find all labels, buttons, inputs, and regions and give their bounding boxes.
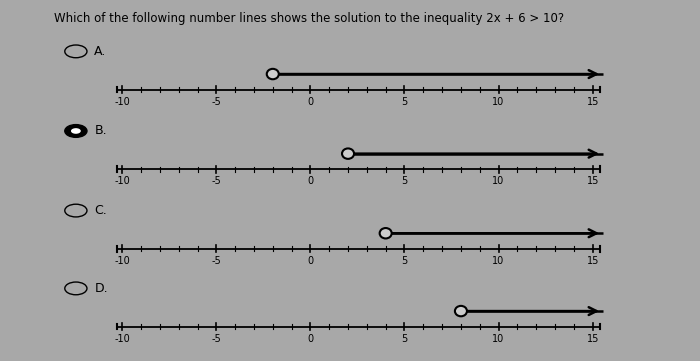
Text: -10: -10: [114, 334, 130, 344]
Text: 0: 0: [307, 334, 314, 344]
Text: D.: D.: [94, 282, 108, 295]
Text: 15: 15: [587, 97, 598, 107]
Text: 5: 5: [401, 256, 407, 266]
Text: 0: 0: [307, 256, 314, 266]
Text: -5: -5: [211, 97, 221, 107]
Circle shape: [65, 125, 87, 137]
Text: 5: 5: [401, 97, 407, 107]
Text: -10: -10: [114, 177, 130, 186]
Text: -5: -5: [211, 177, 221, 186]
Circle shape: [455, 306, 467, 316]
Circle shape: [342, 148, 354, 159]
Text: 10: 10: [492, 256, 505, 266]
Text: -10: -10: [114, 256, 130, 266]
Text: 0: 0: [307, 177, 314, 186]
Text: 10: 10: [492, 177, 505, 186]
Text: Which of the following number lines shows the solution to the inequality 2x + 6 : Which of the following number lines show…: [55, 12, 564, 26]
Text: 15: 15: [587, 256, 598, 266]
Circle shape: [71, 128, 80, 134]
Circle shape: [379, 228, 392, 239]
Text: 15: 15: [587, 177, 598, 186]
Text: A.: A.: [94, 45, 106, 58]
Text: 5: 5: [401, 177, 407, 186]
Text: 10: 10: [492, 97, 505, 107]
Text: 10: 10: [492, 334, 505, 344]
Circle shape: [267, 69, 279, 79]
Text: 5: 5: [401, 334, 407, 344]
Text: B.: B.: [94, 125, 107, 138]
Text: -5: -5: [211, 256, 221, 266]
Text: C.: C.: [94, 204, 107, 217]
Text: 0: 0: [307, 97, 314, 107]
Text: 15: 15: [587, 334, 598, 344]
Text: -5: -5: [211, 334, 221, 344]
Text: -10: -10: [114, 97, 130, 107]
